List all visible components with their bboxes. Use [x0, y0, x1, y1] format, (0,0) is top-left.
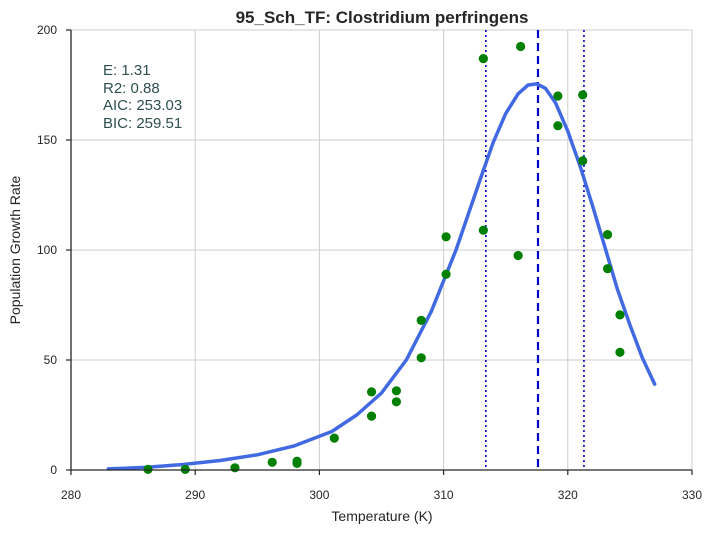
fit-curve: [106, 82, 657, 471]
x-tick-label: 310: [434, 488, 454, 502]
stat-e: E: 1.31: [103, 62, 151, 79]
y-tick-label: 100: [37, 243, 57, 257]
axes: [66, 29, 693, 475]
tick-labels: 280 290 300 310 320 330 0 50 100 150 200: [37, 23, 702, 502]
y-tick-label: 200: [37, 23, 57, 37]
x-axis-label: Temperature (K): [331, 508, 432, 524]
data-point: [602, 264, 613, 274]
data-point: [478, 225, 488, 235]
data-point: [391, 397, 402, 407]
y-tick-label: 150: [37, 133, 57, 147]
data-point: [391, 386, 402, 396]
x-tick-label: 280: [61, 488, 81, 502]
x-tick-label: 290: [185, 488, 205, 502]
data-point: [513, 250, 523, 261]
data-point: [478, 54, 488, 64]
x-tick-label: 320: [558, 488, 578, 502]
data-point: [615, 347, 625, 357]
data-point: [578, 156, 588, 166]
data-point: [553, 91, 563, 101]
y-tick-label: 50: [44, 353, 58, 367]
data-point: [292, 456, 302, 466]
y-tick-label: 0: [50, 463, 57, 477]
data-point: [441, 232, 451, 242]
data-point: [516, 41, 526, 52]
data-point: [578, 90, 588, 100]
data-point: [441, 269, 451, 279]
fit-curve-layer: [106, 82, 657, 471]
reference-lines: [485, 30, 585, 470]
grid-lines: [71, 29, 693, 470]
data-point: [366, 387, 377, 397]
data-point: [230, 463, 240, 473]
data-points: [143, 41, 625, 474]
data-point: [366, 411, 377, 421]
stats-box: E: 1.31 R2: 0.88 AIC: 253.03 BIC: 259.51: [103, 62, 182, 132]
data-point: [615, 310, 625, 320]
stat-r2: R2: 0.88: [103, 80, 160, 97]
data-point: [553, 121, 563, 131]
data-point: [180, 464, 190, 474]
data-point: [416, 353, 426, 363]
stat-bic: BIC: 259.51: [103, 115, 182, 132]
data-point: [602, 230, 613, 240]
data-point: [143, 464, 153, 474]
stat-aic: AIC: 253.03: [103, 97, 182, 114]
data-point: [267, 457, 277, 467]
data-point: [416, 315, 426, 325]
chart-title: 95_Sch_TF: Clostridium perfringens: [236, 8, 529, 27]
y-axis-label: Population Growth Rate: [7, 175, 23, 324]
data-point: [329, 433, 339, 443]
x-tick-label: 330: [682, 488, 702, 502]
x-tick-label: 300: [309, 488, 329, 502]
